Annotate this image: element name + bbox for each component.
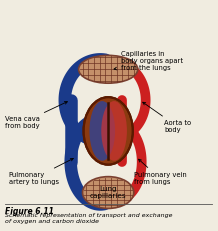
- Text: Pulmonary vein
from lungs: Pulmonary vein from lungs: [134, 159, 187, 185]
- Text: Figure 6.11: Figure 6.11: [5, 207, 53, 216]
- Text: Vena cava
from body: Vena cava from body: [5, 102, 67, 129]
- Text: Pulmonary
artery to lungs: Pulmonary artery to lungs: [9, 158, 73, 185]
- Text: of oxygen and carbon dioxide: of oxygen and carbon dioxide: [5, 219, 99, 224]
- Ellipse shape: [79, 55, 138, 83]
- Text: Lung
capillaries: Lung capillaries: [90, 186, 126, 199]
- Ellipse shape: [89, 101, 115, 161]
- Text: Schematic representation of transport and exchange: Schematic representation of transport an…: [5, 213, 172, 218]
- Ellipse shape: [83, 177, 134, 208]
- Ellipse shape: [101, 101, 127, 161]
- Text: Capillaries in
body organs apart
from the lungs: Capillaries in body organs apart from th…: [114, 51, 183, 71]
- Ellipse shape: [83, 97, 133, 165]
- Text: Aorta to
body: Aorta to body: [143, 102, 191, 134]
